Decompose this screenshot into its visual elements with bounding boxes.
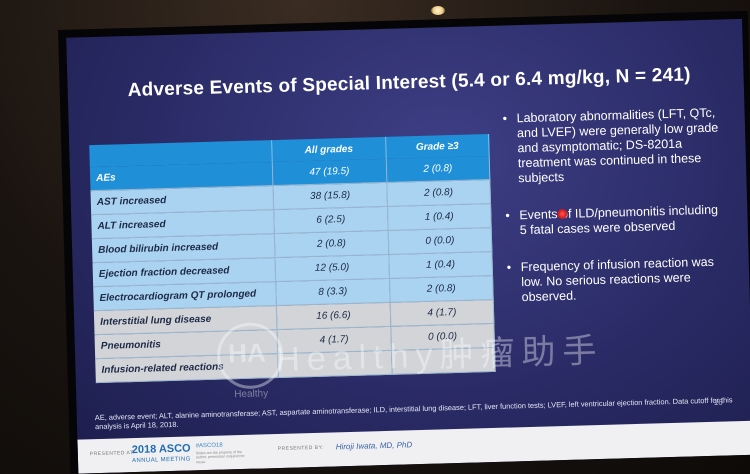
row-all-grades: 47 (19.5)	[272, 158, 387, 186]
row-grade3: 2 (0.8)	[385, 156, 490, 183]
bullet-item: • Events of ILD/pneumonitis including 5 …	[503, 202, 724, 238]
ceiling-light	[431, 6, 445, 15]
watermark-text: Healthy肿瘤助手	[274, 331, 604, 380]
bullet-dot-icon: •	[505, 208, 510, 223]
row-grade3: 1 (0.4)	[388, 251, 493, 279]
row-grade3: 1 (0.4)	[387, 203, 492, 231]
row-grade3: 0 (0.0)	[387, 227, 492, 255]
presented-at-label: PRESENTED AT:	[89, 450, 135, 458]
row-grade3: 4 (1.7)	[389, 299, 494, 327]
bullet-text: Events of ILD/pneumonitis including 5 fa…	[519, 202, 719, 238]
row-all-grades: 2 (0.8)	[274, 230, 389, 258]
projection-screen: Adverse Events of Special Interest (5.4 …	[58, 10, 750, 474]
asco-logo-text: 2018 ASCO	[131, 442, 191, 457]
presenter-name: Hiroji Iwata, MD, PhD	[335, 440, 413, 452]
row-all-grades: 6 (2.5)	[273, 206, 388, 234]
row-grade3: 2 (0.8)	[389, 275, 494, 303]
row-grade3: 2 (0.8)	[386, 179, 491, 207]
slide-title: Adverse Events of Special Interest (5.4 …	[127, 64, 691, 102]
presentation-slide: Adverse Events of Special Interest (5.4 …	[66, 18, 750, 474]
watermark-small-text: Healthy	[234, 388, 269, 401]
bullet-list: • Laboratory abnormalities (LFT, QTc, an…	[500, 106, 726, 328]
bullet-text: Frequency of infusion reaction was low. …	[520, 254, 715, 305]
hashtag-note: Slides are the property of the author, p…	[195, 450, 245, 464]
bullet-dot-icon: •	[506, 260, 512, 275]
row-all-grades: 16 (6.6)	[276, 302, 391, 330]
row-all-grades: 38 (15.8)	[272, 182, 388, 210]
row-all-grades: 12 (5.0)	[274, 254, 390, 282]
table-col-all-grades: All grades	[271, 136, 386, 163]
bullet-text: Laboratory abnormalities (LFT, QTc, and …	[516, 105, 719, 186]
asco-meeting-name: ANNUAL MEETING	[131, 456, 191, 465]
bullet-item: • Laboratory abnormalities (LFT, QTc, an…	[500, 106, 722, 187]
row-all-grades: 8 (3.3)	[275, 278, 390, 306]
presented-by-label: PRESENTED BY:	[277, 444, 325, 453]
table-col-grade3: Grade ≥3	[385, 134, 490, 159]
page-number: 16	[713, 397, 723, 407]
hashtag: #ASCO18	[195, 442, 223, 450]
bullet-dot-icon: •	[502, 111, 508, 126]
bullet-item: • Frequency of infusion reaction was low…	[505, 254, 726, 305]
